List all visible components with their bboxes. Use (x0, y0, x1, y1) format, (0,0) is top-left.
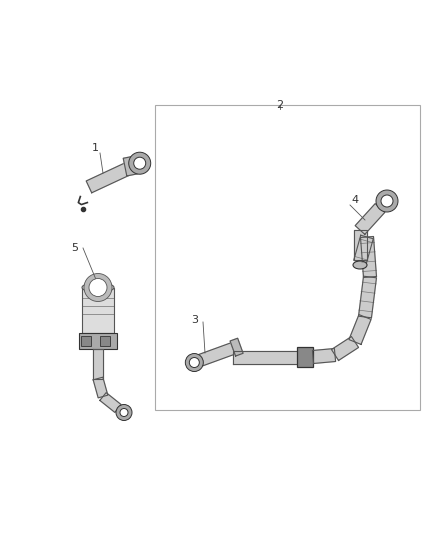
Ellipse shape (381, 195, 393, 207)
Ellipse shape (353, 261, 367, 269)
Ellipse shape (82, 282, 114, 293)
Polygon shape (233, 351, 305, 364)
Text: 5: 5 (71, 243, 78, 253)
Bar (155, 105, 420, 410)
Bar (100, 335, 110, 345)
Bar (79, 333, 117, 349)
Ellipse shape (189, 358, 199, 368)
Polygon shape (349, 314, 371, 344)
Ellipse shape (120, 408, 128, 416)
Polygon shape (359, 276, 376, 318)
Polygon shape (93, 349, 103, 378)
Polygon shape (195, 343, 235, 367)
Polygon shape (332, 336, 359, 360)
Bar (81, 335, 91, 345)
Polygon shape (123, 156, 138, 176)
Ellipse shape (376, 190, 398, 212)
Bar (297, 347, 313, 367)
Bar (82, 287, 114, 333)
Polygon shape (312, 349, 336, 364)
Polygon shape (100, 393, 121, 413)
Polygon shape (354, 235, 373, 264)
Text: 1: 1 (92, 143, 99, 153)
Polygon shape (355, 204, 385, 235)
Polygon shape (353, 230, 367, 260)
Polygon shape (86, 163, 130, 193)
Ellipse shape (84, 273, 112, 302)
Polygon shape (230, 338, 243, 356)
Text: 3: 3 (191, 315, 198, 325)
Text: 4: 4 (351, 195, 359, 205)
Polygon shape (360, 237, 377, 278)
Polygon shape (93, 377, 108, 398)
Ellipse shape (116, 405, 132, 421)
Ellipse shape (129, 152, 151, 174)
Ellipse shape (185, 353, 203, 372)
Text: 2: 2 (276, 100, 283, 110)
Ellipse shape (134, 157, 146, 169)
Ellipse shape (89, 279, 107, 296)
